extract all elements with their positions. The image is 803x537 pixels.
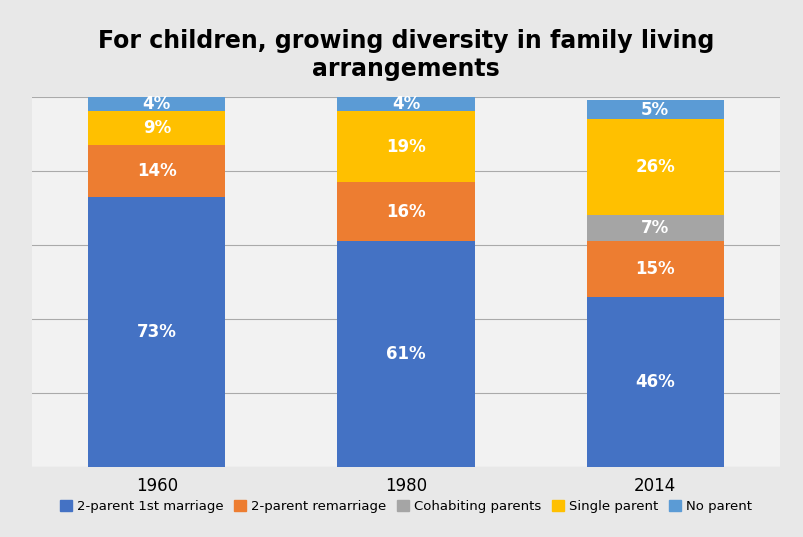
Text: 7%: 7%	[640, 219, 669, 237]
Bar	[586, 241, 723, 297]
Bar	[88, 145, 225, 197]
Bar	[586, 297, 723, 467]
Bar	[586, 119, 723, 215]
Bar	[337, 112, 474, 182]
Bar	[586, 100, 723, 119]
Bar	[337, 182, 474, 241]
Text: 16%: 16%	[385, 202, 426, 221]
Text: 19%: 19%	[385, 137, 426, 156]
Text: 5%: 5%	[641, 100, 668, 119]
Text: 4%: 4%	[391, 95, 420, 113]
Bar	[337, 241, 474, 467]
Bar	[88, 112, 225, 145]
Text: 4%: 4%	[142, 95, 171, 113]
Text: 14%: 14%	[137, 162, 177, 180]
Bar	[586, 215, 723, 241]
Text: 61%: 61%	[385, 345, 426, 363]
Bar	[337, 97, 474, 112]
Text: 73%: 73%	[137, 323, 177, 341]
Bar	[88, 197, 225, 467]
Text: 15%: 15%	[634, 260, 675, 278]
Text: 46%: 46%	[634, 373, 675, 391]
Bar	[88, 97, 225, 112]
Title: For children, growing diversity in family living
arrangements: For children, growing diversity in famil…	[98, 29, 713, 81]
Text: 9%: 9%	[142, 119, 171, 137]
Text: 26%: 26%	[634, 158, 675, 176]
Legend: 2-parent 1st marriage, 2-parent remarriage, Cohabiting parents, Single parent, N: 2-parent 1st marriage, 2-parent remarria…	[59, 500, 752, 513]
